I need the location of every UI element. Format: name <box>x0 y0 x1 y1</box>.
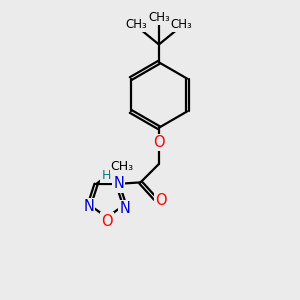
Text: H: H <box>101 169 111 182</box>
Text: CH₃: CH₃ <box>126 18 148 31</box>
Text: N: N <box>120 201 130 216</box>
Text: O: O <box>101 214 113 229</box>
Text: O: O <box>155 193 167 208</box>
Text: CH₃: CH₃ <box>111 160 134 173</box>
Text: N: N <box>83 199 94 214</box>
Text: N: N <box>113 176 124 191</box>
Text: CH₃: CH₃ <box>148 11 170 24</box>
Text: O: O <box>153 135 165 150</box>
Text: CH₃: CH₃ <box>170 18 192 31</box>
